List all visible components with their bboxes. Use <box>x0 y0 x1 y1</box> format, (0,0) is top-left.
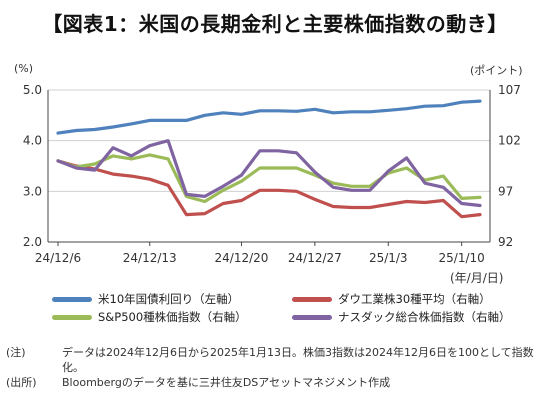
source-row: (出所) Bloombergのデータを基に三井住友DSアセットマネジメント作成 <box>6 376 391 389</box>
axes <box>47 90 491 246</box>
note-row: (注) データは2024年12月6日から2025年1月13日。株価3指数は202… <box>6 346 534 374</box>
legend-item-sp500: S&P500種株価指数（右軸） <box>52 309 247 325</box>
series-line-1 <box>56 159 482 219</box>
legend-item-dow: ダウ工業株30種平均（右軸） <box>292 291 491 307</box>
y-right-tick-label: 92 <box>498 235 513 249</box>
x-tick-label: 25/1/10 <box>439 251 485 265</box>
legend-label: 米10年国債利回り（左軸） <box>98 292 240 306</box>
x-tick-label: 25/1/3 <box>369 251 408 265</box>
series-line-2 <box>56 153 482 204</box>
legend-item-us10y: 米10年国債利回り（左軸） <box>52 291 239 307</box>
legend-label: ナスダック総合株価指数（右軸） <box>338 310 511 324</box>
y-left-tick-label: 4.0 <box>23 134 42 148</box>
legend-item-nasdaq: ナスダック総合株価指数（右軸） <box>292 309 511 325</box>
series-lines <box>56 99 482 219</box>
legend: 米10年国債利回り（左軸） ダウ工業株30種平均（右軸） S&P500種株価指数… <box>0 289 550 327</box>
gridlines <box>48 89 490 243</box>
right-axis-unit: (ポイント) <box>470 64 523 77</box>
legend-label: S&P500種株価指数（右軸） <box>98 310 247 324</box>
y-right-tick-label: 102 <box>498 134 521 148</box>
legend-swatch-purple <box>292 314 332 320</box>
legend-swatch-green <box>52 314 92 320</box>
footnotes: (注) データは2024年12月6日から2025年1月13日。株価3指数は202… <box>6 345 546 390</box>
x-tick-label: 24/12/6 <box>35 251 81 265</box>
y-left-tick-label: 5.0 <box>23 83 42 97</box>
x-tick-label: 24/12/20 <box>215 251 269 265</box>
series-line-0 <box>56 99 482 135</box>
left-axis-unit: (%) <box>14 62 34 75</box>
legend-swatch-blue <box>52 296 92 302</box>
series-line-3 <box>56 139 482 208</box>
x-axis-unit: (年/月/日) <box>450 271 503 285</box>
chart-title: 【図表1：米国の長期金利と主要株価指数の動き】 <box>42 12 508 36</box>
legend-label: ダウ工業株30種平均（右軸） <box>338 292 491 306</box>
y-right-tick-label: 107 <box>498 83 521 97</box>
x-tick-label: 24/12/27 <box>288 251 342 265</box>
legend-swatch-red <box>292 296 332 302</box>
tick-labels: 2.0 3.0 4.0 5.0 92 97 102 107 24/12/6 24/12/13 24/… <box>23 83 521 265</box>
y-left-tick-label: 3.0 <box>23 184 42 198</box>
y-left-tick-label: 2.0 <box>23 235 42 249</box>
y-right-tick-label: 97 <box>498 184 513 198</box>
line-chart: 2.0 3.0 4.0 5.0 92 97 102 107 24/12/6 24/12/13 24/… <box>23 83 521 285</box>
x-tick-label: 24/12/13 <box>123 251 177 265</box>
